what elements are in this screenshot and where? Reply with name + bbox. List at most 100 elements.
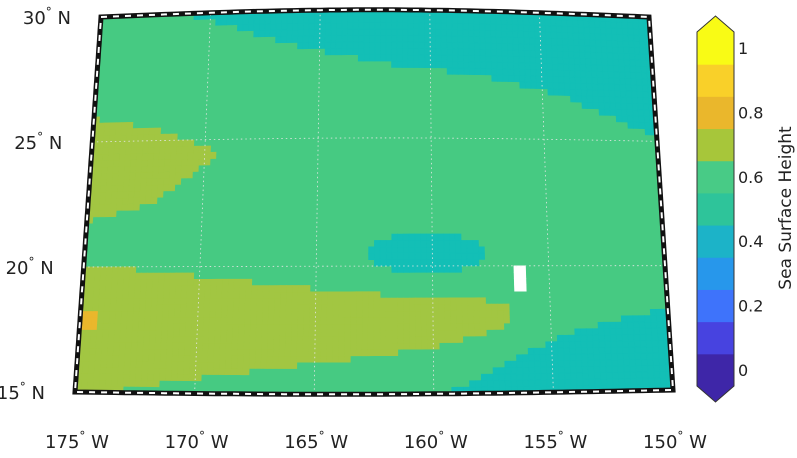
map-frame — [72, 7, 676, 397]
field-cell-teal — [424, 16, 431, 24]
field-cell-olive — [130, 159, 137, 167]
field-cell-teal — [541, 69, 548, 77]
field-cell-olive — [153, 373, 160, 381]
field-cell-olive — [141, 367, 149, 375]
field-cell-olive — [169, 171, 176, 179]
field-cell-olive — [146, 171, 154, 179]
field-cell-olive — [266, 361, 274, 369]
field-cell-teal — [402, 60, 409, 68]
field-cell-olive — [338, 349, 345, 357]
field-cell-olive — [468, 329, 475, 337]
field-cell-teal — [657, 340, 665, 347]
field-cell-olive — [131, 128, 139, 136]
field-cell-teal — [478, 252, 485, 260]
colorbar-title: Sea Surface Height — [776, 126, 796, 290]
field-cell-teal — [552, 372, 560, 380]
field-cell-olive — [297, 297, 305, 305]
field-cell-olive — [237, 336, 245, 344]
field-cell-teal — [649, 308, 657, 316]
field-cell-olive — [150, 197, 158, 205]
field-cell-teal — [536, 81, 543, 89]
field-cell-olive — [86, 297, 94, 305]
field-cell-teal — [352, 22, 359, 30]
field-cell-olive — [198, 158, 205, 166]
field-cell-olive — [254, 361, 262, 369]
field-cell-olive — [123, 272, 131, 280]
field-cell-olive — [105, 185, 113, 193]
field-cell-teal — [581, 347, 588, 355]
field-cell-olive — [391, 329, 399, 337]
field-cell-olive — [104, 122, 111, 130]
field-cell-teal — [346, 41, 354, 49]
field-cell-olive — [308, 342, 316, 350]
field-cell-olive — [314, 355, 322, 363]
field-cell-olive — [344, 291, 352, 299]
field-cell-olive — [164, 146, 172, 154]
field-cell-teal — [403, 259, 410, 267]
field-cell-olive — [255, 355, 262, 363]
field-cell-olive — [164, 158, 171, 166]
field-cell-olive — [178, 348, 185, 356]
field-cell-teal — [529, 62, 537, 70]
field-cell-olive — [196, 323, 204, 331]
field-cell-olive — [110, 291, 118, 299]
field-cell-olive — [309, 291, 317, 299]
field-cell-teal — [449, 246, 456, 254]
field-cell-teal — [630, 377, 638, 385]
field-cell-olive — [188, 374, 196, 382]
field-cell-teal — [584, 51, 592, 59]
field-cell-teal — [507, 62, 515, 70]
field-cell-olive — [131, 342, 138, 349]
field-cell-teal — [347, 22, 354, 30]
field-cell-teal — [432, 259, 439, 267]
field-cell-olive — [332, 297, 340, 305]
field-cell-olive — [256, 304, 264, 312]
field-cell-olive — [291, 336, 298, 344]
field-cell-teal — [281, 23, 288, 31]
field-cell-teal — [303, 22, 310, 30]
field-cell-teal — [429, 29, 436, 37]
field-cell-teal — [397, 240, 404, 248]
field-cell-teal — [495, 17, 502, 25]
field-cell-teal — [598, 96, 605, 104]
field-cell-olive — [314, 342, 322, 350]
field-cell-teal — [552, 82, 560, 90]
field-cell-olive — [123, 165, 131, 173]
field-cell-teal — [596, 70, 604, 78]
field-cell-teal — [645, 340, 653, 348]
field-cell-teal — [431, 233, 439, 241]
field-cell-olive — [103, 128, 111, 136]
field-cell-olive — [103, 135, 111, 143]
field-cell-olive — [201, 361, 209, 369]
field-cell-teal — [624, 65, 631, 73]
field-cell-olive — [125, 134, 133, 142]
field-cell-teal — [558, 372, 566, 380]
field-cell-olive — [202, 342, 209, 350]
field-cell-teal — [653, 371, 661, 379]
field-cell-teal — [659, 371, 667, 379]
field-cell-teal — [575, 366, 583, 374]
field-cell-teal — [473, 23, 480, 31]
field-cell-olive — [245, 278, 253, 286]
field-cell-teal — [596, 58, 603, 66]
field-cell-teal — [600, 33, 607, 41]
field-cell-olive — [129, 360, 137, 368]
field-cell-olive — [143, 335, 151, 343]
field-cell-olive — [296, 349, 304, 357]
field-cell-olive — [379, 323, 387, 331]
field-cell-olive — [92, 297, 100, 305]
field-cell-teal — [612, 52, 619, 60]
field-cell-teal — [658, 358, 666, 366]
field-cell-olive — [215, 310, 222, 318]
field-cell-olive — [99, 197, 106, 205]
field-cell-teal — [591, 70, 598, 78]
field-cell-teal — [451, 16, 458, 24]
field-cell-olive — [297, 310, 305, 318]
field-cell-teal — [639, 334, 647, 341]
field-cell-teal — [397, 233, 404, 241]
field-cell-olive — [267, 342, 274, 350]
field-cell-teal — [462, 23, 469, 31]
field-cell-teal — [496, 68, 504, 76]
field-cell-teal — [652, 358, 660, 366]
field-cell-olive — [420, 310, 428, 318]
